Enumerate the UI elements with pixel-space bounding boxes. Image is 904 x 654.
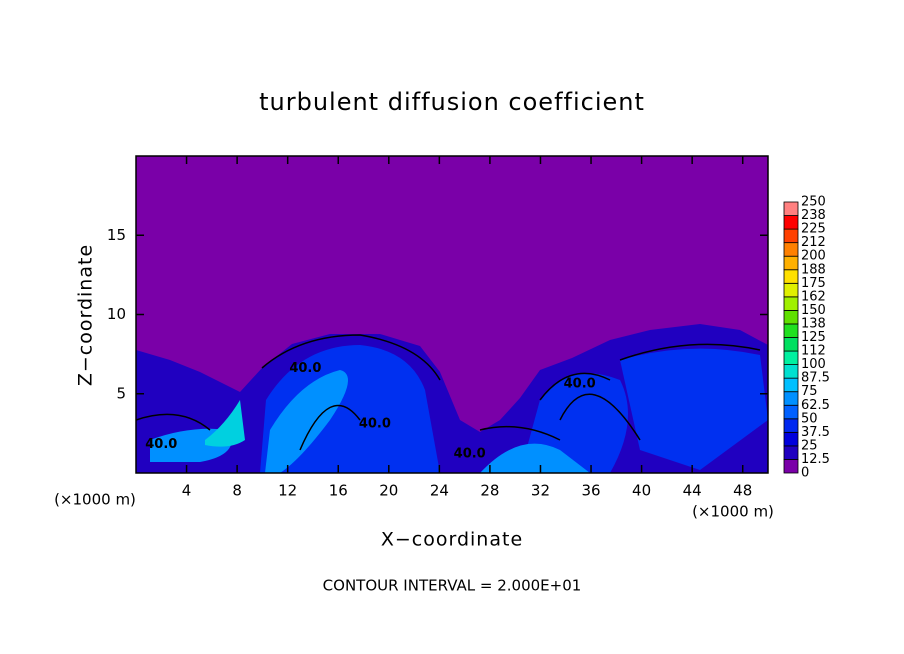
colorbar-label: 37.5: [801, 425, 830, 440]
colorbar-label: 75: [801, 384, 818, 399]
contour-line: [136, 334, 761, 451]
colorbar-band: [783, 445, 799, 460]
colorbar-label: 87.5: [801, 371, 830, 386]
x-unit-label: (×1000 m): [692, 503, 774, 521]
colorbar-label: 125: [801, 330, 826, 345]
colorbar-band: [783, 242, 799, 257]
colorbar-band: [783, 282, 799, 298]
colorbar-label: 25: [801, 438, 818, 453]
colorbar-band: [783, 459, 799, 474]
y-axis-label: Z−coordinate: [75, 244, 97, 386]
x-tick-label: 32: [531, 482, 550, 500]
x-tick-label: 40: [632, 482, 651, 500]
colorbar-label: 112: [801, 344, 826, 359]
contour-label: 40.0: [145, 437, 177, 452]
colorbar-band: [783, 269, 799, 284]
colorbar-label: 225: [801, 222, 826, 237]
x-tick-label: 44: [683, 482, 702, 500]
colorbar-label: 238: [801, 208, 826, 223]
x-tick-label: 12: [278, 482, 297, 500]
colorbar-band: [783, 228, 799, 244]
x-tick-label: 4: [182, 482, 192, 500]
field-region: [205, 400, 245, 447]
contour-label: 40.0: [564, 377, 596, 392]
colorbar-label: 175: [801, 276, 826, 291]
x-tick-label: 20: [379, 482, 398, 500]
contour-interval-note: CONTOUR INTERVAL = 2.000E+01: [323, 577, 582, 595]
colorbar-band: [783, 337, 799, 352]
y-tick-label: 10: [107, 305, 126, 323]
x-unit-label: (×1000 m): [54, 491, 136, 509]
colorbar-band: [783, 418, 799, 433]
field-region: [265, 370, 348, 473]
x-tick-label: 24: [430, 482, 449, 500]
field-region: [620, 348, 768, 470]
colorbar-label: 100: [801, 357, 826, 372]
x-tick-label: 28: [480, 482, 499, 500]
field-shapes: [136, 324, 768, 473]
colorbar-band: [783, 404, 799, 420]
x-tick-label: 8: [232, 482, 242, 500]
x-tick-label: 16: [329, 482, 348, 500]
chart-title: turbulent diffusion coefficient: [259, 88, 645, 116]
colorbar-label: 138: [801, 316, 826, 331]
colorbar-label: 150: [801, 303, 826, 318]
colorbar-band: [783, 296, 799, 311]
colorbar-band: [783, 377, 799, 393]
colorbar-band: [783, 364, 799, 379]
colorbar-label: 162: [801, 289, 826, 304]
x-tick-label: 36: [581, 482, 600, 500]
contour-label: 40.0: [454, 446, 486, 461]
x-tick-label: 48: [733, 482, 752, 500]
colorbar-label: 212: [801, 235, 826, 250]
colorbar-label: 12.5: [801, 452, 830, 467]
x-axis-label: X−coordinate: [381, 529, 523, 551]
field-region: [480, 443, 590, 473]
colorbar-label: 200: [801, 249, 826, 264]
colorbar-band: [783, 309, 799, 325]
colorbar-band: [783, 255, 799, 271]
colorbar-band: [783, 215, 799, 230]
colorbar-label: 62.5: [801, 398, 830, 413]
colorbar-band: [783, 350, 799, 365]
colorbar-label: 250: [801, 195, 826, 210]
colorbar-label: 188: [801, 262, 826, 277]
colorbar-label: 0: [801, 466, 809, 481]
colorbar-band: [783, 391, 799, 406]
contour-label: 40.0: [359, 416, 391, 431]
colorbar-band: [783, 201, 799, 216]
colorbar-band: [783, 323, 799, 338]
contour-label: 40.0: [289, 361, 321, 376]
colorbar-band: [783, 431, 799, 447]
colorbar-label: 50: [801, 411, 818, 426]
y-tick-label: 15: [107, 226, 126, 244]
y-tick-label: 5: [116, 384, 126, 402]
